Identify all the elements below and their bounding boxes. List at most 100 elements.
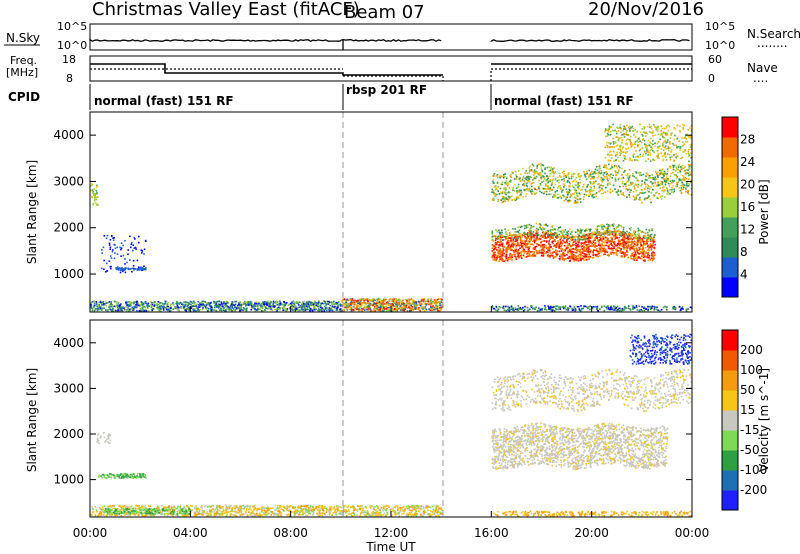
scatter-cell [493,199,495,202]
scatter-cell [678,164,681,166]
scatter-cell [542,230,545,233]
scatter-cell [641,257,643,259]
scatter-cell [621,245,624,248]
scatter-cell [587,194,590,197]
scatter-cell [612,225,615,227]
scatter-cell [586,306,588,308]
scatter-cell [585,250,588,252]
scatter-cell [575,244,577,247]
scatter-cell [540,168,543,171]
scatter-cell [553,309,556,312]
scatter-cell [520,194,522,196]
scatter-cell [651,256,654,259]
noise-left-tick-bottom: 10^0 [57,39,87,52]
scatter-cell [639,236,641,239]
scatter-cell [684,165,686,168]
scatter-cell [515,178,518,181]
scatter-cell [363,309,366,311]
scatter-cell [639,242,642,244]
scatter-cell [525,184,528,187]
scatter-cell [549,309,552,311]
scatter-cell [273,305,276,308]
scatter-cell [157,308,159,310]
scatter-cell [117,302,120,304]
scatter-cell [592,253,595,255]
scatter-cell [598,225,601,228]
scatter-cell [597,239,599,241]
scatter-cell [504,187,507,189]
scatter-cell [562,253,564,256]
scatter-cell [322,302,325,305]
scatter-cell [518,189,521,192]
scatter-cell [132,249,134,252]
scatter-cell [512,172,514,174]
scatter-cell [552,252,554,255]
scatter-cell [660,176,663,179]
scatter-cell [564,307,566,309]
scatter-cell [548,166,550,168]
scatter-cell [318,300,320,303]
scatter-cell [636,233,639,236]
scatter-cell [499,235,501,238]
scatter-cell [153,301,156,304]
scatter-cell [619,307,621,310]
scatter-cell [615,227,618,230]
scatter-cell [135,303,137,306]
scatter-cell [653,308,656,310]
scatter-cell [574,244,576,246]
scatter-cell [548,247,551,250]
scatter-cell [513,309,516,312]
scatter-cell [243,303,245,305]
scatter-cell [640,239,643,242]
scatter-cell [532,174,535,177]
scatter-cell [367,309,370,311]
scatter-cell [575,176,578,179]
scatter-cell [493,307,496,310]
scatter-cell [638,229,640,231]
scatter-cell [684,177,687,179]
scatter-cell [575,242,577,245]
scatter-cell [550,228,553,231]
nave-legend: .... [753,71,768,85]
scatter-cell [510,237,512,239]
scatter-cell [608,244,610,246]
scatter-cell [592,251,594,253]
scatter-cell [567,251,569,254]
scatter-cell [502,251,504,254]
scatter-cell [512,233,515,236]
scatter-cell [590,242,592,244]
scatter-cell [604,250,606,253]
scatter-cell [638,305,641,307]
scatter-cell [357,300,360,303]
scatter-cell [309,309,311,312]
scatter-cell [247,303,249,305]
scatter-cell [621,232,623,234]
scatter-cell [583,253,586,255]
scatter-cell [687,169,689,171]
scatter-cell [576,260,579,262]
scatter-cell [578,185,580,187]
scatter-cell [576,192,578,194]
scatter-cell [222,308,225,310]
scatter-cell [248,302,250,304]
scatter-cell [268,304,271,306]
scatter-cell [560,176,562,178]
scatter-cell [110,302,112,305]
scatter-cell [655,170,657,173]
scatter-cell [530,243,532,246]
scatter-cell [664,181,666,184]
scatter-cell [208,302,210,304]
scatter-cell [130,246,132,249]
scatter-cell [498,236,500,239]
scatter-cell [239,307,241,309]
scatter-cell [575,259,578,261]
scatter-cell [495,305,498,308]
scatter-cell [109,303,112,306]
scatter-cell [125,301,128,304]
scatter-cell [642,246,644,249]
scatter-cell [380,306,382,308]
scatter-cell [531,190,534,193]
scatter-cell [108,242,111,245]
scatter-cell [229,307,232,310]
scatter-cell [540,241,542,244]
